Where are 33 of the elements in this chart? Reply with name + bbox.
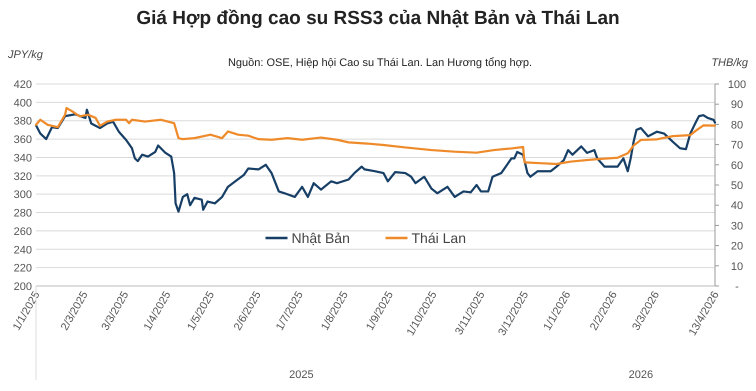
chart-subtitle: Nguồn: OSE, Hiệp hội Cao su Thái Lan. Lan Hương tổng hợp. <box>228 57 532 69</box>
text: 2026 <box>628 369 654 381</box>
y-tick-label: 340 <box>14 152 32 164</box>
y-tick-label: 400 <box>14 97 32 110</box>
y-tick-label: 200 <box>14 281 32 293</box>
y2-tick-label: 30 <box>730 220 744 232</box>
y2-tick-label: 100 <box>728 79 746 91</box>
y2-tick-label: 10 <box>730 260 744 273</box>
y-tick-label: 360 <box>14 134 32 146</box>
y-tick-label: 380 <box>14 116 32 128</box>
y2-axis-title: THB/kg <box>711 57 749 69</box>
y-axis-title: JPY/kg <box>7 49 44 61</box>
legend-label: Thái Lan <box>412 230 466 246</box>
y2-tick-label: 90 <box>730 99 744 112</box>
y-tick-label: 420 <box>14 79 32 91</box>
y2-tick-label: 70 <box>730 140 744 152</box>
y-tick-label: 220 <box>14 262 32 275</box>
y-tick-label: 320 <box>14 170 32 183</box>
y-tick-label: 280 <box>14 208 32 220</box>
y-tick-label: 300 <box>14 189 32 202</box>
y2-tick-label: 50 <box>730 180 744 192</box>
chart-title: Giá Hợp đồng cao su RSS3 của Nhật Bản và Thái Lan <box>136 8 620 29</box>
y2-tick-label: 20 <box>730 240 744 253</box>
line-series <box>34 108 716 213</box>
y2-tick-label: 40 <box>730 200 744 212</box>
y2-tick-label: - <box>735 281 740 293</box>
y-tick-label: 240 <box>14 244 32 256</box>
y-tick-label: 260 <box>14 226 32 238</box>
y2-tick-label: 60 <box>730 160 744 172</box>
text: 2025 <box>289 369 314 381</box>
line-series <box>34 106 716 166</box>
y2-tick-label: 80 <box>730 119 744 132</box>
legend-label: Nhật Bản <box>292 230 350 246</box>
